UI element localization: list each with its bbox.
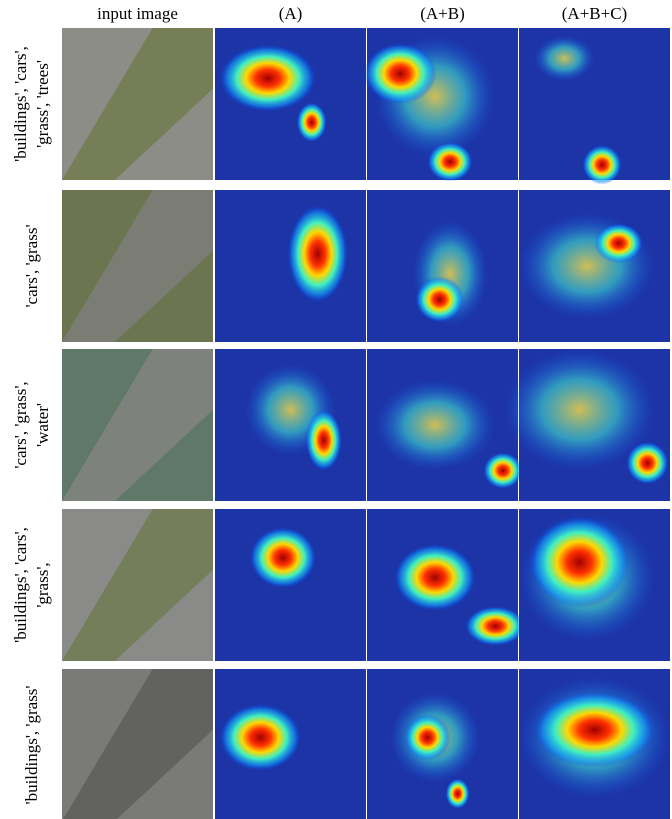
heat-spot (297, 102, 327, 142)
heat-spot (364, 43, 436, 104)
heat-spot (534, 36, 594, 82)
input-image (62, 349, 213, 501)
heatmap (504, 349, 670, 501)
input-image (62, 28, 213, 180)
heatmap (215, 190, 366, 342)
heatmap (519, 509, 670, 661)
heat-spot (446, 778, 470, 808)
row-label: 'buildings', 'cars', (11, 527, 30, 643)
heat-spot (405, 715, 450, 761)
heat-spot (375, 379, 496, 470)
heatmap (519, 669, 670, 819)
heatmap (367, 349, 523, 501)
heat-spot (394, 544, 476, 611)
heat-spot (626, 442, 668, 485)
heat-spot (287, 205, 347, 302)
row-label: 'cars', 'grass' (22, 224, 41, 307)
column-header: (A+B+C) (562, 4, 627, 23)
heatmap (367, 190, 518, 342)
heatmap (215, 669, 366, 819)
column-header: (A) (279, 4, 303, 23)
heatmap (215, 509, 366, 661)
heatmap (367, 509, 526, 661)
heat-spot (582, 145, 621, 185)
heat-spot (534, 692, 655, 768)
heatmap (519, 190, 670, 342)
heatmap (364, 28, 518, 182)
heat-spot (465, 606, 525, 646)
row-label: 'cars', 'grass', (11, 381, 30, 468)
figure: input image (A) (A+B) (A+B+C) 'buildings', '… (0, 0, 672, 819)
heat-spot (220, 45, 317, 112)
heat-spot (306, 410, 342, 471)
heatmap (519, 28, 670, 185)
input-image (62, 509, 213, 661)
column-header: input image (97, 4, 178, 23)
row-label: 'water' (33, 403, 52, 447)
row-label: 'buildings', 'grass' (22, 686, 41, 805)
row-label: 'grass', (33, 562, 52, 607)
heat-spot (427, 142, 472, 182)
heat-spot (530, 517, 630, 608)
heatmap (215, 349, 366, 501)
column-header: (A+B) (420, 4, 465, 23)
heat-spot (595, 223, 643, 263)
heat-spot (250, 527, 316, 588)
heatmap (215, 28, 366, 180)
heat-spot (220, 704, 302, 771)
row-label: 'buildings', 'cars', (11, 46, 30, 162)
input-image (62, 190, 213, 342)
row-label: 'grass', 'trees' (33, 60, 52, 148)
heatmap (367, 669, 518, 819)
heat-spot (483, 452, 522, 488)
heat-spot (415, 277, 463, 323)
input-image (62, 669, 213, 819)
